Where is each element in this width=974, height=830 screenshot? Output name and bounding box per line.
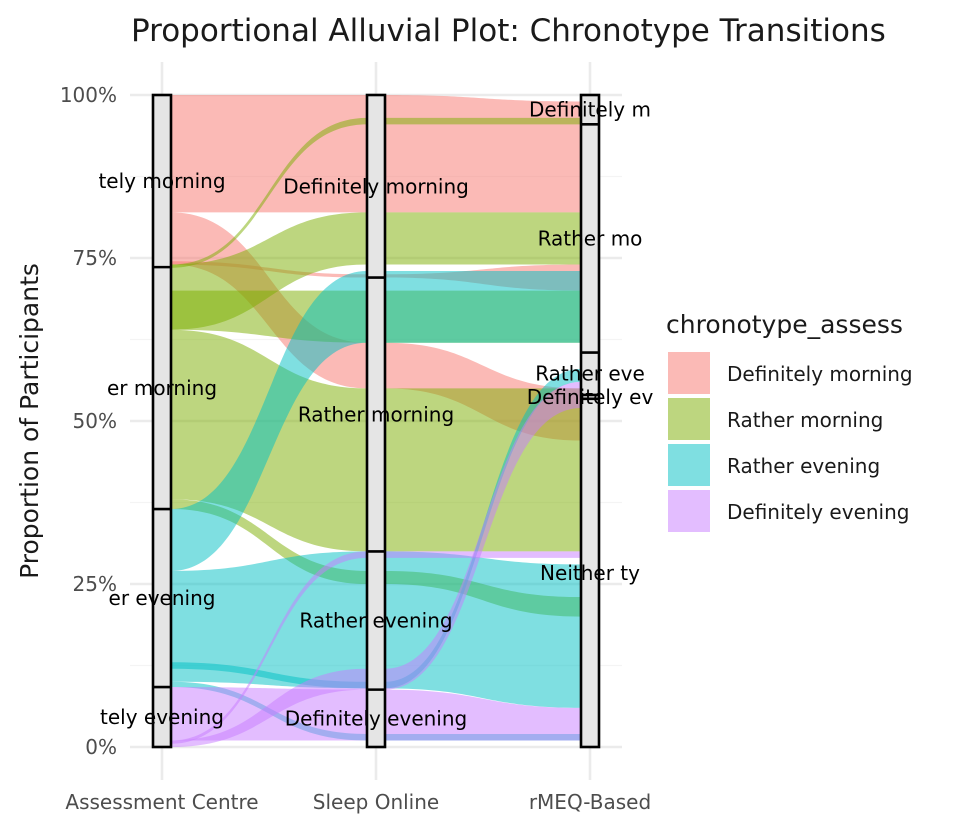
legend-label: Definitely morning: [727, 362, 913, 386]
legend-key: [668, 352, 710, 394]
chart-title: Proportional Alluvial Plot: Chronotype T…: [131, 13, 886, 49]
legend-key: [668, 490, 710, 532]
stratum-label: Definitely evening: [285, 706, 467, 730]
y-tick-label: 0%: [85, 735, 117, 759]
y-tick-label: 100%: [60, 83, 117, 107]
x-tick-label: rMEQ-Based: [529, 790, 651, 814]
legend-label: Rather morning: [727, 408, 883, 432]
flow-3: [171, 212, 581, 330]
stratum-labels: tely morning er morning er evening tely eve…: [98, 98, 653, 731]
strata-boxes: [151, 93, 601, 749]
stratum-label: Definitely morning: [283, 174, 469, 198]
stratum-label: er evening: [109, 586, 216, 610]
y-axis: 0% 25% 50% 75% 100%: [60, 83, 117, 759]
y-axis-title: Proportion of Participants: [15, 263, 44, 579]
x-tick-label: Assessment Centre: [65, 790, 258, 814]
stratum-label: Definitely m: [529, 98, 651, 122]
stratum-label: Rather mo: [538, 226, 643, 250]
y-tick-label: 75%: [73, 246, 117, 270]
stratum-column-0: [151, 93, 173, 749]
stratum-label: tely morning: [98, 169, 225, 193]
stratum-label: tely evening: [100, 705, 224, 729]
x-axis: Assessment Centre Sleep Online rMEQ-Based: [65, 790, 651, 814]
stratum-label: Rather evening: [299, 609, 452, 633]
legend-title: chronotype_assess: [666, 310, 903, 339]
stratum-label: Rather eve: [535, 362, 645, 386]
legend-key: [668, 398, 710, 440]
y-tick-label: 25%: [73, 572, 117, 596]
stratum-column-2: [579, 93, 601, 749]
stratum-label: Definitely ev: [527, 385, 654, 409]
stratum-column-1: [365, 93, 387, 749]
legend-key: [668, 444, 710, 486]
x-tick-label: Sleep Online: [313, 790, 439, 814]
y-tick-label: 50%: [73, 409, 117, 433]
legend-label: Rather evening: [727, 454, 880, 478]
flow-11: [171, 368, 581, 689]
legend: chronotype_assess Definitely morning Rath…: [666, 310, 913, 532]
stratum-label: Neither ty: [540, 561, 640, 585]
stratum-label: Rather morning: [298, 402, 454, 426]
flow-1: [171, 212, 581, 441]
stratum-label: er morning: [107, 376, 217, 400]
legend-label: Definitely evening: [727, 500, 909, 524]
